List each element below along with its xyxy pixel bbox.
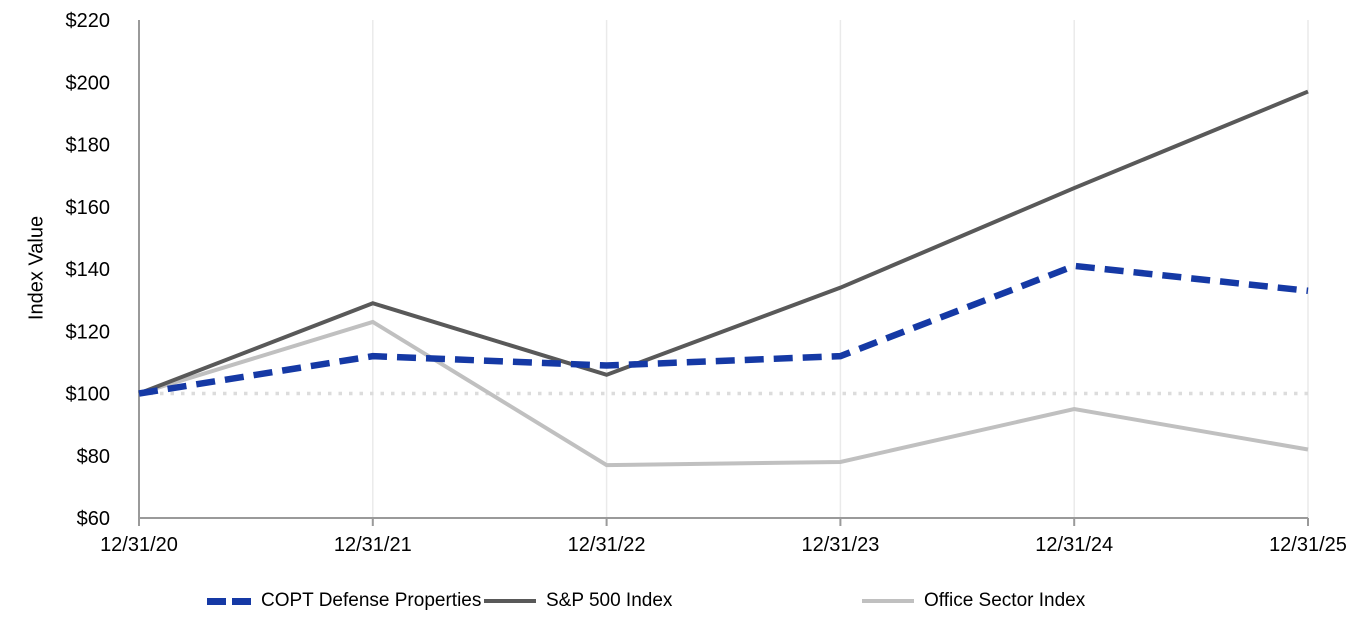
x-tick-label-12-31-21: 12/31/21 <box>334 534 412 556</box>
x-tick-label-12-31-24: 12/31/24 <box>1035 534 1113 556</box>
legend-item-copt-defense-properties: COPT Defense Properties <box>207 588 481 614</box>
x-tick-label-12-31-20: 12/31/20 <box>100 534 178 556</box>
legend-item-sp-500-index: S&P 500 Index <box>484 588 672 614</box>
legend-item-office-sector-index: Office Sector Index <box>862 588 1085 614</box>
x-tick-label-12-31-25: 12/31/25 <box>1269 534 1347 556</box>
y-tick-label-220: $220 <box>66 10 111 32</box>
legend-label-sp-500-index: S&P 500 Index <box>546 590 673 611</box>
y-tick-label-180: $180 <box>66 135 111 157</box>
y-tick-label-80: $80 <box>77 446 110 468</box>
y-tick-label-100: $100 <box>66 384 111 406</box>
legend-label-office-sector-index: Office Sector Index <box>924 590 1086 611</box>
y-tick-label-140: $140 <box>66 259 111 281</box>
series-line-s-p-500-index <box>138 89 1309 396</box>
y-tick-label-120: $120 <box>66 321 111 343</box>
legend-swatch-solid-line-icon <box>862 599 914 603</box>
legend-swatch-solid-line-icon <box>484 599 536 603</box>
y-tick-label-60: $60 <box>77 508 110 530</box>
legend-dash-segment-icon <box>207 597 226 605</box>
y-tick-label-200: $200 <box>66 72 111 94</box>
legend: COPT Defense Properties S&P 500 Index Of… <box>0 588 1364 614</box>
y-tick-label-160: $160 <box>66 197 111 219</box>
series-line-office-sector-index <box>138 319 1309 468</box>
legend-swatch-dashed-line-icon <box>207 597 251 605</box>
x-tick-label-12-31-23: 12/31/23 <box>801 534 879 556</box>
legend-label-copt-defense-properties: COPT Defense Properties <box>261 590 482 611</box>
series-line-copt-defense-properties <box>138 262 1309 397</box>
y-axis-title: Index Value <box>25 215 48 321</box>
legend-dash-segment-icon <box>232 597 251 605</box>
x-tick-label-12-31-22: 12/31/22 <box>568 534 646 556</box>
